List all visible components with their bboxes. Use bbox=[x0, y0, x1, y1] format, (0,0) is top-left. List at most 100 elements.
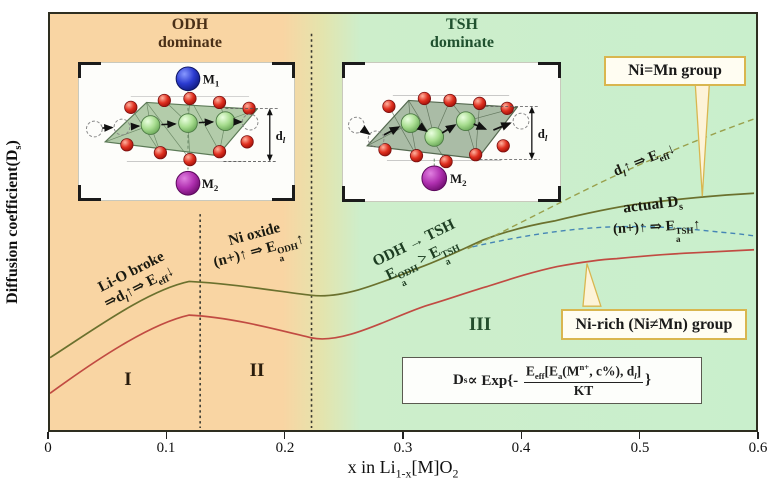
o-atom bbox=[240, 135, 254, 149]
curve-n-tsh-dashed-trend bbox=[472, 225, 755, 248]
x-tick bbox=[638, 432, 641, 439]
vacancy-circle bbox=[113, 118, 131, 136]
o-atom bbox=[500, 101, 514, 115]
curve-ni-mn-group-actual-ds bbox=[50, 192, 755, 359]
m1-atom bbox=[175, 66, 201, 92]
x-tick-label: 0.4 bbox=[511, 440, 531, 456]
y-axis-label-close: ) bbox=[3, 140, 21, 146]
li-atom bbox=[455, 111, 476, 131]
ni-rich-callout-pointer bbox=[582, 263, 602, 307]
odh-structure-inset: M1 M2 dl bbox=[78, 62, 295, 201]
curves-overlay bbox=[50, 33, 755, 429]
x-tick bbox=[757, 432, 759, 439]
x-tick-label: 0.6 bbox=[748, 440, 768, 456]
x-tick-label: 0.3 bbox=[393, 440, 413, 456]
x-axis-label: x in Li1-x[M]O2 bbox=[347, 457, 459, 481]
tsh-dominate-header: TSH dominate bbox=[390, 16, 534, 52]
callout-ni-rich-group: Ni-rich (Ni≠Mn) group bbox=[561, 309, 747, 340]
li-atom bbox=[215, 111, 236, 131]
x-tick bbox=[402, 432, 404, 439]
odh-header-line2: dominate bbox=[158, 33, 222, 51]
m1-label: M1 bbox=[203, 73, 220, 89]
o-atom bbox=[124, 100, 138, 114]
o-atom bbox=[443, 93, 457, 108]
o-atom bbox=[469, 148, 483, 162]
x-tick-label: 0.5 bbox=[630, 440, 650, 456]
dl-label: dl bbox=[276, 129, 286, 145]
x-tick bbox=[283, 432, 286, 439]
oxygen-atoms bbox=[120, 91, 256, 167]
vacancy-circle bbox=[85, 120, 103, 138]
x-tick bbox=[520, 432, 523, 439]
odh-dominate-header: ODH dominate bbox=[118, 16, 262, 52]
li-atom bbox=[400, 113, 421, 133]
region-numeral-2: II bbox=[249, 360, 265, 381]
o-atom bbox=[382, 99, 396, 113]
m2-label: M2 bbox=[450, 172, 467, 188]
x-tick bbox=[47, 432, 49, 439]
callout-label: Ni=Mn group bbox=[628, 62, 722, 79]
li-atoms bbox=[140, 111, 236, 135]
plot-area: ODH dominate TSH dominate bbox=[48, 12, 758, 432]
oxygen-atoms bbox=[378, 91, 514, 169]
li-atom bbox=[178, 113, 198, 133]
region-numeral-1: I bbox=[124, 369, 132, 390]
x-tick-label: 0 bbox=[44, 440, 52, 456]
o-atom bbox=[120, 138, 134, 152]
li-atom bbox=[424, 127, 445, 147]
region-numeral-3: III bbox=[468, 314, 492, 335]
o-atom bbox=[378, 143, 392, 157]
vacancy-circle bbox=[347, 116, 365, 134]
dl-dimension: dl bbox=[223, 107, 286, 162]
bracket-icon bbox=[342, 62, 365, 78]
bracket-icon bbox=[272, 185, 295, 201]
x-tick bbox=[165, 432, 168, 439]
tsh-header-line1: TSH bbox=[445, 16, 478, 33]
o-atom bbox=[409, 149, 424, 163]
tsh-crystal-diagram: M2 dl bbox=[347, 91, 548, 192]
formula-fraction: Eeff[Ea(Mn+, c%), dl] KT bbox=[523, 362, 644, 398]
o-atom bbox=[183, 152, 197, 167]
tsh-structure-inset: M2 dl bbox=[342, 62, 561, 202]
y-axis-label-sub: s bbox=[13, 145, 25, 150]
y-axis-label-text: Diffusion coefficient(D bbox=[3, 149, 21, 304]
m2-atom bbox=[421, 165, 448, 192]
y-axis-label: Diffusion coefficient(Ds) bbox=[4, 140, 24, 304]
diffusion-arrows bbox=[359, 121, 512, 136]
x-tick-label: 0.1 bbox=[156, 440, 176, 456]
bracket-icon bbox=[538, 186, 561, 202]
li-atom bbox=[140, 115, 161, 135]
callout-ni-mn-group: Ni=Mn group bbox=[604, 56, 746, 86]
o-atom bbox=[242, 101, 256, 115]
dl-label: dl bbox=[538, 127, 548, 143]
callout-label: Ni-rich (Ni≠Mn) group bbox=[575, 315, 733, 333]
m2-label: M2 bbox=[202, 177, 219, 193]
dl-dimension: dl bbox=[479, 105, 548, 160]
o-atom bbox=[212, 145, 227, 159]
o-atom bbox=[153, 146, 167, 160]
o-atom bbox=[157, 93, 171, 108]
odh-header-line1: ODH bbox=[171, 16, 209, 33]
o-atom bbox=[472, 96, 487, 111]
li-atoms bbox=[400, 111, 476, 147]
o-atom bbox=[496, 139, 510, 153]
bracket-icon bbox=[78, 185, 101, 201]
bracket-icon bbox=[78, 62, 101, 78]
curve-ni-rich-group bbox=[50, 248, 755, 395]
o-atom bbox=[183, 91, 197, 106]
o-atom bbox=[439, 154, 453, 169]
o-atom bbox=[417, 91, 431, 106]
curve-dl-eeff-dashed-trend bbox=[467, 118, 755, 250]
m2-atom bbox=[175, 170, 201, 196]
o-atom bbox=[212, 95, 227, 110]
odh-crystal-diagram: M1 M2 dl bbox=[85, 66, 286, 196]
bracket-icon bbox=[538, 62, 561, 78]
tsh-header-line2: dominate bbox=[430, 33, 494, 51]
diffusion-arrows bbox=[102, 117, 243, 132]
bracket-icon bbox=[342, 186, 365, 202]
x-tick-label: 0.2 bbox=[275, 440, 295, 456]
vacancy-circle bbox=[512, 112, 530, 130]
bracket-icon bbox=[272, 62, 295, 78]
